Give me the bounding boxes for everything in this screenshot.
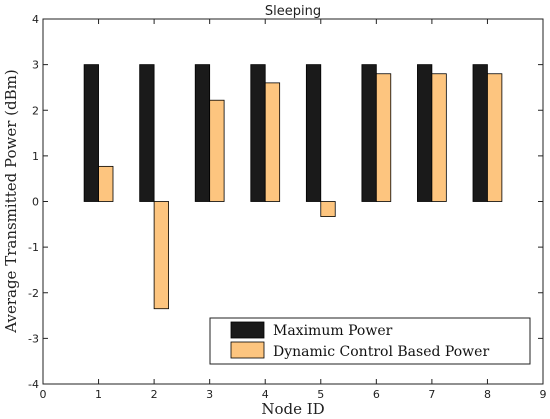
y-axis-title: Average Transmitted Power (dBm) xyxy=(2,69,20,333)
y-tick-label: 0 xyxy=(32,196,39,209)
x-tick-label: 4 xyxy=(262,388,269,401)
bar-maximum-power-node-7 xyxy=(417,64,433,202)
y-tick-label: 4 xyxy=(32,13,39,26)
bar-maximum-power-node-8 xyxy=(472,64,488,202)
legend: Maximum Power Dynamic Control Based Powe… xyxy=(209,317,531,365)
bar-dynamic-power-node-8 xyxy=(487,73,503,202)
y-tick-label: -4 xyxy=(28,378,39,391)
bars-layer xyxy=(83,64,503,310)
bar-maximum-power-node-6 xyxy=(361,64,377,202)
legend-swatch-maximum-power xyxy=(230,321,265,339)
y-tick-label: 2 xyxy=(32,104,39,117)
y-tick-label: -2 xyxy=(28,287,39,300)
y-tick-label: 1 xyxy=(32,150,39,163)
bar-dynamic-power-node-7 xyxy=(431,73,447,202)
bar-maximum-power-node-5 xyxy=(305,64,322,202)
bar-maximum-power-node-4 xyxy=(250,64,266,202)
bar-dynamic-power-node-3 xyxy=(209,99,225,202)
bar-dynamic-power-node-2 xyxy=(153,201,169,310)
chart-title: Sleeping xyxy=(265,4,321,19)
x-tick-label: 6 xyxy=(373,388,380,401)
x-tick-label: 3 xyxy=(206,388,213,401)
x-tick-label: 9 xyxy=(540,388,547,401)
bar-maximum-power-node-3 xyxy=(194,64,211,202)
x-tick-label: 8 xyxy=(484,388,491,401)
legend-label-maximum-power: Maximum Power xyxy=(273,323,393,339)
legend-label-dynamic-control-power: Dynamic Control Based Power xyxy=(273,344,489,360)
x-axis-title: Node ID xyxy=(261,400,324,418)
y-tick-label: 3 xyxy=(32,59,39,72)
bar-dynamic-power-node-1 xyxy=(98,165,114,202)
y-tick-label: -3 xyxy=(28,332,39,345)
x-tick-label: 1 xyxy=(95,388,102,401)
bar-dynamic-power-node-6 xyxy=(375,73,392,202)
bar-dynamic-power-node-5 xyxy=(320,201,336,217)
x-tick-label: 5 xyxy=(317,388,324,401)
legend-swatch-dynamic-control-power xyxy=(230,341,265,359)
bar-maximum-power-node-2 xyxy=(139,64,155,202)
y-tick-label: -1 xyxy=(28,241,39,254)
x-tick-label: 7 xyxy=(428,388,435,401)
x-tick-label: 2 xyxy=(151,388,158,401)
bar-maximum-power-node-1 xyxy=(83,64,99,202)
axes: -4 -3 -2 -1 0 1 2 3 4 0 1 2 3 4 5 6 7 8 9 xyxy=(28,13,546,401)
bar-dynamic-power-node-4 xyxy=(264,82,281,202)
x-tick-label: 0 xyxy=(40,388,47,401)
